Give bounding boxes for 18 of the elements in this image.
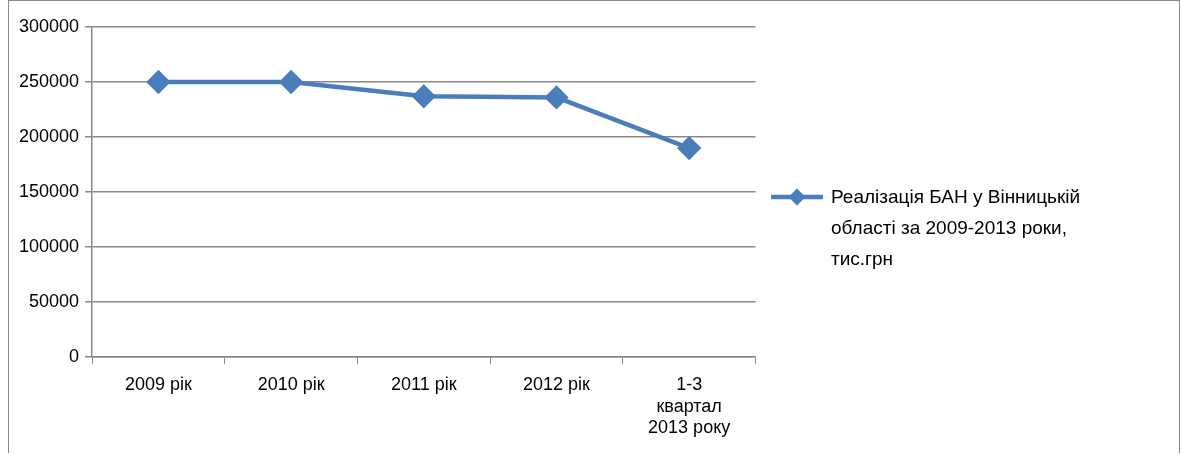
point <box>412 85 436 108</box>
x-tick-label: 2012 рік <box>523 373 591 394</box>
x-tick-label: 2011 рік <box>390 373 457 394</box>
point <box>147 70 170 94</box>
y-tick-label: 300000 <box>18 15 80 36</box>
point <box>677 136 701 160</box>
x-tick-label: 2010 рік <box>257 373 325 394</box>
point <box>279 70 303 94</box>
y-tick-label: 0 <box>69 346 80 367</box>
x-tick-label: 1-3 квартал 2013 року <box>648 373 731 438</box>
y-tick-label: 100000 <box>18 236 80 257</box>
y-tick-label: 150000 <box>18 181 80 202</box>
y-tick-label: 250000 <box>18 71 80 91</box>
legend-label: Реалізація БАН у Вінницькій області за 2009-2013 роки, тис.грн <box>831 184 1082 271</box>
y-tick-label: 50000 <box>29 291 80 312</box>
y-tick-label: 200000 <box>18 126 80 147</box>
point <box>545 86 568 109</box>
x-tick-label: 2009 рік <box>124 373 192 394</box>
